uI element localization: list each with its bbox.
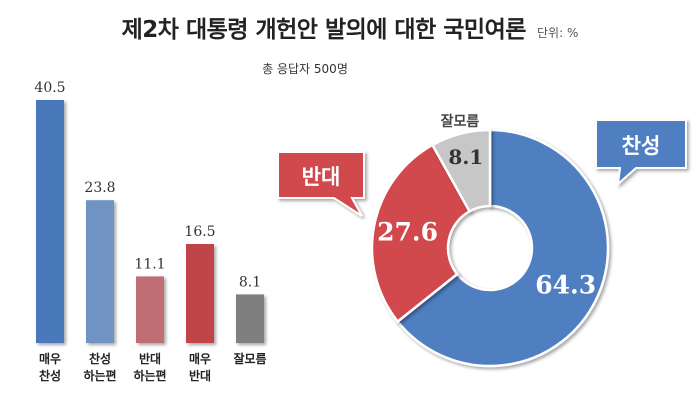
- bar-0: [36, 100, 64, 343]
- donut-value-label-0: 64.3: [535, 270, 596, 299]
- bar-category-label-1-0: 찬성: [89, 351, 111, 366]
- unit-label: 단위: %: [537, 26, 579, 40]
- chart-subtitle: 총 응답자 500명: [262, 62, 348, 76]
- bar-1: [86, 200, 114, 343]
- bar-category-label-1-1: 하는편: [83, 368, 116, 383]
- callout-agree-label: 찬성: [622, 134, 661, 158]
- callout-unknown-label: 잘모름: [441, 114, 480, 130]
- bar-3: [186, 244, 214, 343]
- donut-value-label-1: 27.6: [377, 218, 438, 247]
- donut-slice-2: [430, 128, 492, 214]
- bar-category-label-2-0: 반대: [139, 351, 161, 366]
- bar-category-label-4-0: 잘모름: [233, 351, 266, 366]
- bar-value-label-3: 16.5: [184, 224, 215, 240]
- callout-disagree-label: 반대: [302, 165, 341, 189]
- bar-value-label-0: 40.5: [34, 80, 65, 96]
- bar-4: [236, 294, 264, 343]
- chart-title-row: 제2차 대통령 개헌안 발의에 대한 국민여론 단위: %: [0, 10, 700, 44]
- callout-disagree-bubble: [277, 151, 365, 217]
- bar-value-label-4: 8.1: [239, 274, 261, 290]
- bar-category-label-0-1: 찬성: [39, 368, 61, 383]
- bar-category-label-3-1: 반대: [189, 368, 211, 383]
- donut-chart: 64.3 27.6 8.1: [370, 128, 610, 368]
- bar-2: [136, 276, 164, 343]
- chart-title: 제2차 대통령 개헌안 발의에 대한 국민여론: [121, 17, 527, 43]
- bar-category-label-0-0: 매우: [39, 351, 61, 366]
- donut-slice-1: [370, 143, 472, 324]
- donut-slice-0: [395, 128, 610, 368]
- bar-category-label-3-0: 매우: [189, 351, 211, 366]
- bar-category-label-2-1: 하는편: [133, 368, 166, 383]
- callout-agree-bubble: [595, 119, 687, 187]
- donut-value-label-2: 8.1: [448, 145, 483, 169]
- bar-value-label-1: 23.8: [84, 180, 115, 196]
- bar-value-label-2: 11.1: [134, 256, 165, 272]
